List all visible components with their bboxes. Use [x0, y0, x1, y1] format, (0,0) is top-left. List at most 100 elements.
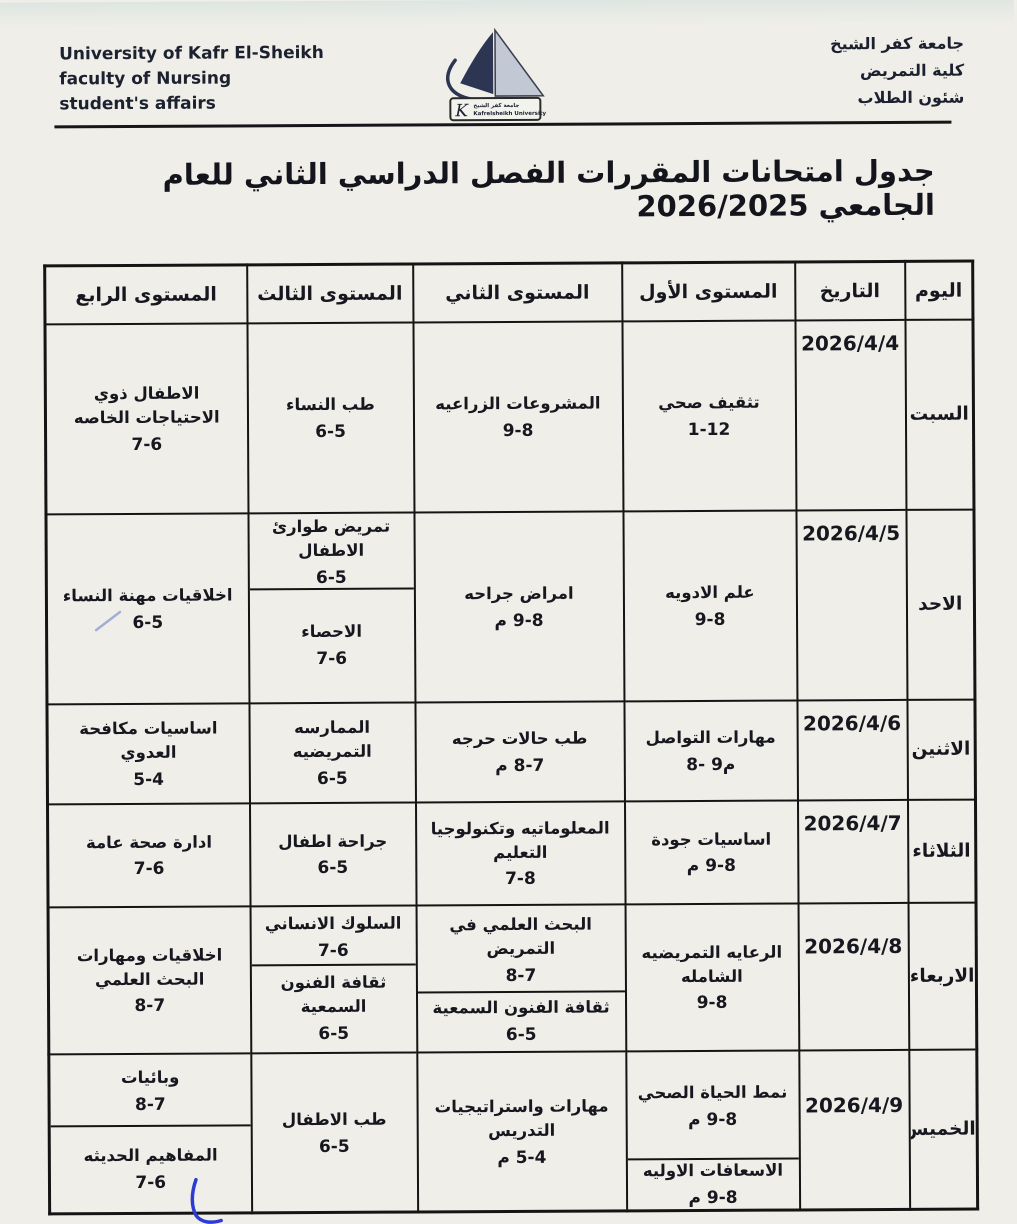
exam-cell-split: نمط الحياة الصحي م 9-8 الاسعافات الاوليه… — [625, 1049, 800, 1211]
table-row: الخميس 2026/4/9 نمط الحياة الصحي م 9-8 ا… — [48, 1049, 978, 1214]
course-name: اساسيات جودة — [651, 829, 772, 849]
exam-date: 2026/4/6 — [796, 699, 908, 800]
letterhead-line: جامعة كفر الشيخ — [830, 33, 965, 54]
table-row: الاربعاء 2026/4/8 الرعايه التمريضيه الشا… — [48, 902, 977, 1054]
exam-time: م 8-7 — [495, 755, 545, 777]
exam-cell: اخلاقيات مهنة النساء 6-5 — [45, 512, 249, 704]
exam-time: 6-5 — [318, 1136, 350, 1157]
course-name: الاحصاء — [301, 622, 363, 642]
table-row: الاحد 2026/4/5 علم الادويه 9-8 امراض جرا… — [45, 509, 975, 704]
exam-date: 2026/4/8 — [798, 902, 909, 1050]
course-name: البحث العلمي في التمريض — [449, 914, 592, 958]
exam-cell: علم الادويه 9-8 — [622, 509, 797, 701]
exam-time: 6-5 — [315, 421, 346, 442]
exam-time: 8-7 — [134, 1094, 166, 1115]
exam-subcell: الاحصاء 7-6 — [249, 587, 414, 700]
course-name: السلوك الانساني — [264, 913, 402, 934]
exam-date: 2026/4/5 — [795, 509, 907, 700]
day-label: السبت — [904, 319, 974, 510]
exam-cell: امراض جراحه م 9-8 — [413, 510, 624, 702]
course-name: نمط الحياة الصحي — [637, 1082, 788, 1103]
exam-time: 1-12 — [687, 419, 731, 441]
exam-time: 9-8 — [694, 609, 726, 630]
col-header-level1: المستوى الأول — [621, 261, 795, 321]
exam-time: م 9-8 — [686, 856, 736, 877]
exam-cell: المشروعات الزراعيه 9-8 — [412, 320, 623, 512]
exam-date: 2026/4/9 — [798, 1049, 910, 1210]
exam-time: 8-7 — [505, 965, 537, 986]
exam-time: 7-8 — [504, 869, 536, 890]
table-header-row: اليوم التاريخ المستوى الأول المستوى الثا… — [44, 261, 973, 324]
logo-english-name: Kafrelsheikh University — [473, 111, 546, 117]
course-name: امراض جراحه — [464, 583, 574, 604]
exam-cell: تثقيف صحي 1-12 — [621, 319, 796, 511]
exam-date: 2026/4/7 — [797, 799, 909, 903]
exam-time: 6-5 — [132, 612, 164, 633]
exam-time: 5-4 — [133, 769, 165, 790]
day-label: الاربعاء — [908, 902, 977, 1050]
exam-date: 2026/4/4 — [794, 319, 906, 510]
logo-arabic-name: جامعة كفر الشيخ — [473, 102, 519, 109]
course-name: المعلوماتيه وتكنولوجيا التعليم — [430, 818, 610, 862]
exam-cell: طب حالات حرجه م 8-7 — [414, 700, 625, 802]
exam-cell: الممارسه التمريضيه 6-5 — [248, 701, 416, 803]
table-row: الاثنين 2026/4/6 مهارات التواصل 8- 9م طب… — [46, 699, 976, 804]
exam-time: 8- 9م — [686, 754, 736, 776]
exam-time: 6-5 — [318, 1024, 350, 1045]
exam-time: م 9-8 — [688, 1109, 738, 1131]
exam-time: 9-8 — [502, 420, 534, 441]
exam-cell: الرعايه التمريضيه الشامله 9-8 — [625, 902, 799, 1051]
course-name: الاطفال ذوي الاحتياجات الخاصه — [73, 383, 220, 428]
page-title: جدول امتحانات المقررات الفصل الدراسي الث… — [75, 154, 935, 227]
exam-subcell: تمريض طوارئ الاطفال 6-5 — [249, 515, 413, 589]
letterhead-line: كلية التمريض — [859, 60, 965, 81]
course-name: طب الاطفال — [281, 1109, 387, 1129]
exam-time: م 9-8 — [688, 1187, 738, 1208]
title-text: جدول امتحانات المقررات الفصل الدراسي الث… — [162, 153, 935, 223]
course-name: المفاهيم الحديثه — [83, 1145, 218, 1166]
col-header-level4: المستوى الرابع — [44, 264, 247, 324]
day-label: الاثنين — [906, 699, 976, 800]
logo-monogram: K — [454, 101, 469, 121]
letterhead-arabic: جامعة كفر الشيخ كلية التمريض شئون الطلاب — [830, 30, 964, 112]
exam-cell: المعلوماتيه وتكنولوجيا التعليم 7-8 — [415, 800, 626, 905]
exam-subcell: الاسعافات الاوليه م 9-8 — [627, 1157, 799, 1208]
letterhead-line: شئون الطلاب — [857, 87, 965, 108]
letterhead-english: University of Kafr El-Sheikh faculty of … — [59, 41, 324, 117]
exam-cell: ادارة صحة عامة 7-6 — [47, 802, 251, 907]
course-name: اخلاقيات مهنة النساء — [62, 585, 233, 606]
course-name: الرعايه التمريضيه الشامله — [641, 942, 783, 986]
exam-cell-split: البحث العلمي في التمريض 8-7 ثقافة الفنون… — [416, 903, 626, 1052]
letterhead-line: faculty of Nursing — [59, 68, 232, 90]
day-label: الخميس — [908, 1049, 978, 1210]
course-name: مهارات واستراتيجيات التدريس — [434, 1096, 609, 1140]
course-name: وبائيات — [120, 1067, 180, 1088]
course-name: طب النساء — [285, 394, 375, 415]
exam-subcell: السلوك الانساني 7-6 — [251, 908, 415, 964]
day-label: الثلاثاء — [907, 799, 977, 903]
exam-time: 7-6 — [135, 1172, 167, 1193]
exam-time: م 9-8 — [494, 610, 544, 632]
exam-time: 6-5 — [316, 768, 348, 789]
exam-cell: جراحة اطفال 6-5 — [249, 801, 417, 906]
course-name: ادارة صحة عامة — [85, 832, 213, 852]
exam-schedule-table: اليوم التاريخ المستوى الأول المستوى الثا… — [43, 259, 980, 1216]
col-header-date: التاريخ — [794, 261, 905, 320]
col-header-level2: المستوى الثاني — [412, 262, 622, 322]
course-name: تثقيف صحي — [658, 392, 760, 413]
course-name: اساسيات مكافحة العدوي — [79, 718, 218, 763]
title-year: 2026/2025 — [636, 188, 809, 224]
table-row: السبت 2026/4/4 تثقيف صحي 1-12 المشروعات … — [44, 319, 974, 514]
course-name: اخلاقيات ومهارات البحث العلمي — [76, 945, 223, 989]
exam-time: 6-5 — [317, 858, 349, 879]
exam-subcell: ثقافة الفنون السمعية 6-5 — [251, 963, 416, 1050]
exam-time: 6-5 — [505, 1025, 537, 1046]
exam-cell: الاطفال ذوي الاحتياجات الخاصه 7-6 — [44, 322, 248, 514]
exam-time: 7-6 — [316, 649, 348, 670]
exam-time: 7-6 — [317, 940, 349, 961]
table-row: الثلاثاء 2026/4/7 اساسيات جودة م 9-8 الم… — [47, 799, 977, 907]
exam-subcell: ثقافة الفنون السمعية 6-5 — [417, 990, 625, 1049]
exam-cell: طب الاطفال 6-5 — [250, 1051, 418, 1213]
exam-cell: مهارات التواصل 8- 9م — [623, 699, 798, 801]
